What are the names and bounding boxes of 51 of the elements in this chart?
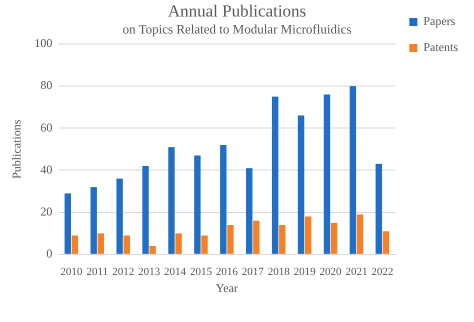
bar	[324, 94, 330, 254]
x-tick-label: 2014	[164, 266, 187, 278]
bar	[124, 235, 130, 254]
x-tick-label: 2010	[60, 266, 83, 278]
bar	[149, 246, 156, 254]
bar	[175, 233, 182, 254]
bar	[72, 235, 78, 254]
x-tick-label: 2021	[345, 266, 368, 278]
y-tick-label: 60	[40, 120, 52, 134]
bar	[227, 224, 234, 254]
x-tick-label: 2011	[86, 266, 108, 278]
bar	[356, 214, 364, 254]
chart-subtitle: on Topics Related to Modular Microfluidics	[122, 22, 352, 37]
x-tick-label: 2012	[112, 266, 134, 278]
bar	[350, 86, 356, 254]
bar	[253, 220, 260, 254]
x-tick-label: 2017	[242, 266, 264, 278]
y-tick-label: 100	[34, 36, 52, 50]
bar	[90, 187, 97, 254]
bar	[98, 233, 104, 254]
y-tick-label: 20	[40, 204, 52, 218]
bar	[168, 147, 175, 254]
y-tick-label: 40	[40, 162, 52, 176]
legend-label: Patents	[423, 40, 458, 54]
bar	[298, 116, 304, 254]
bar	[304, 216, 312, 254]
chart-title: Annual Publications	[168, 2, 306, 21]
x-axis-title: Year	[216, 280, 238, 295]
bar	[194, 156, 201, 254]
x-tick-label: 2019	[294, 266, 316, 278]
bar	[279, 224, 286, 254]
y-tick-label: 0	[46, 246, 52, 261]
x-tick-label: 2018	[268, 266, 290, 278]
bar	[330, 222, 338, 254]
bar	[64, 193, 72, 254]
x-tick-label: 2022	[371, 266, 394, 278]
bar	[201, 235, 208, 254]
x-tick-label: 2020	[320, 266, 342, 278]
y-tick-label: 80	[40, 78, 52, 92]
bar	[272, 96, 278, 254]
bar	[220, 144, 227, 254]
bar	[246, 168, 252, 254]
legend-label: Papers	[423, 14, 456, 28]
y-axis-title: Publications	[9, 119, 24, 179]
x-tick-label: 2016	[216, 266, 238, 278]
x-tick-label: 2015	[190, 266, 212, 278]
bar	[382, 231, 390, 254]
x-tick-label: 2013	[138, 266, 161, 278]
bar	[376, 164, 382, 254]
bar	[142, 166, 149, 254]
bar	[116, 178, 123, 254]
